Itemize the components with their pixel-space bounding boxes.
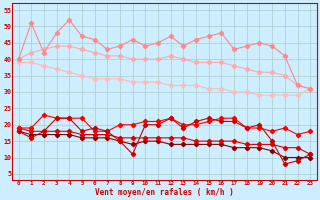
- X-axis label: Vent moyen/en rafales ( km/h ): Vent moyen/en rafales ( km/h ): [95, 188, 234, 197]
